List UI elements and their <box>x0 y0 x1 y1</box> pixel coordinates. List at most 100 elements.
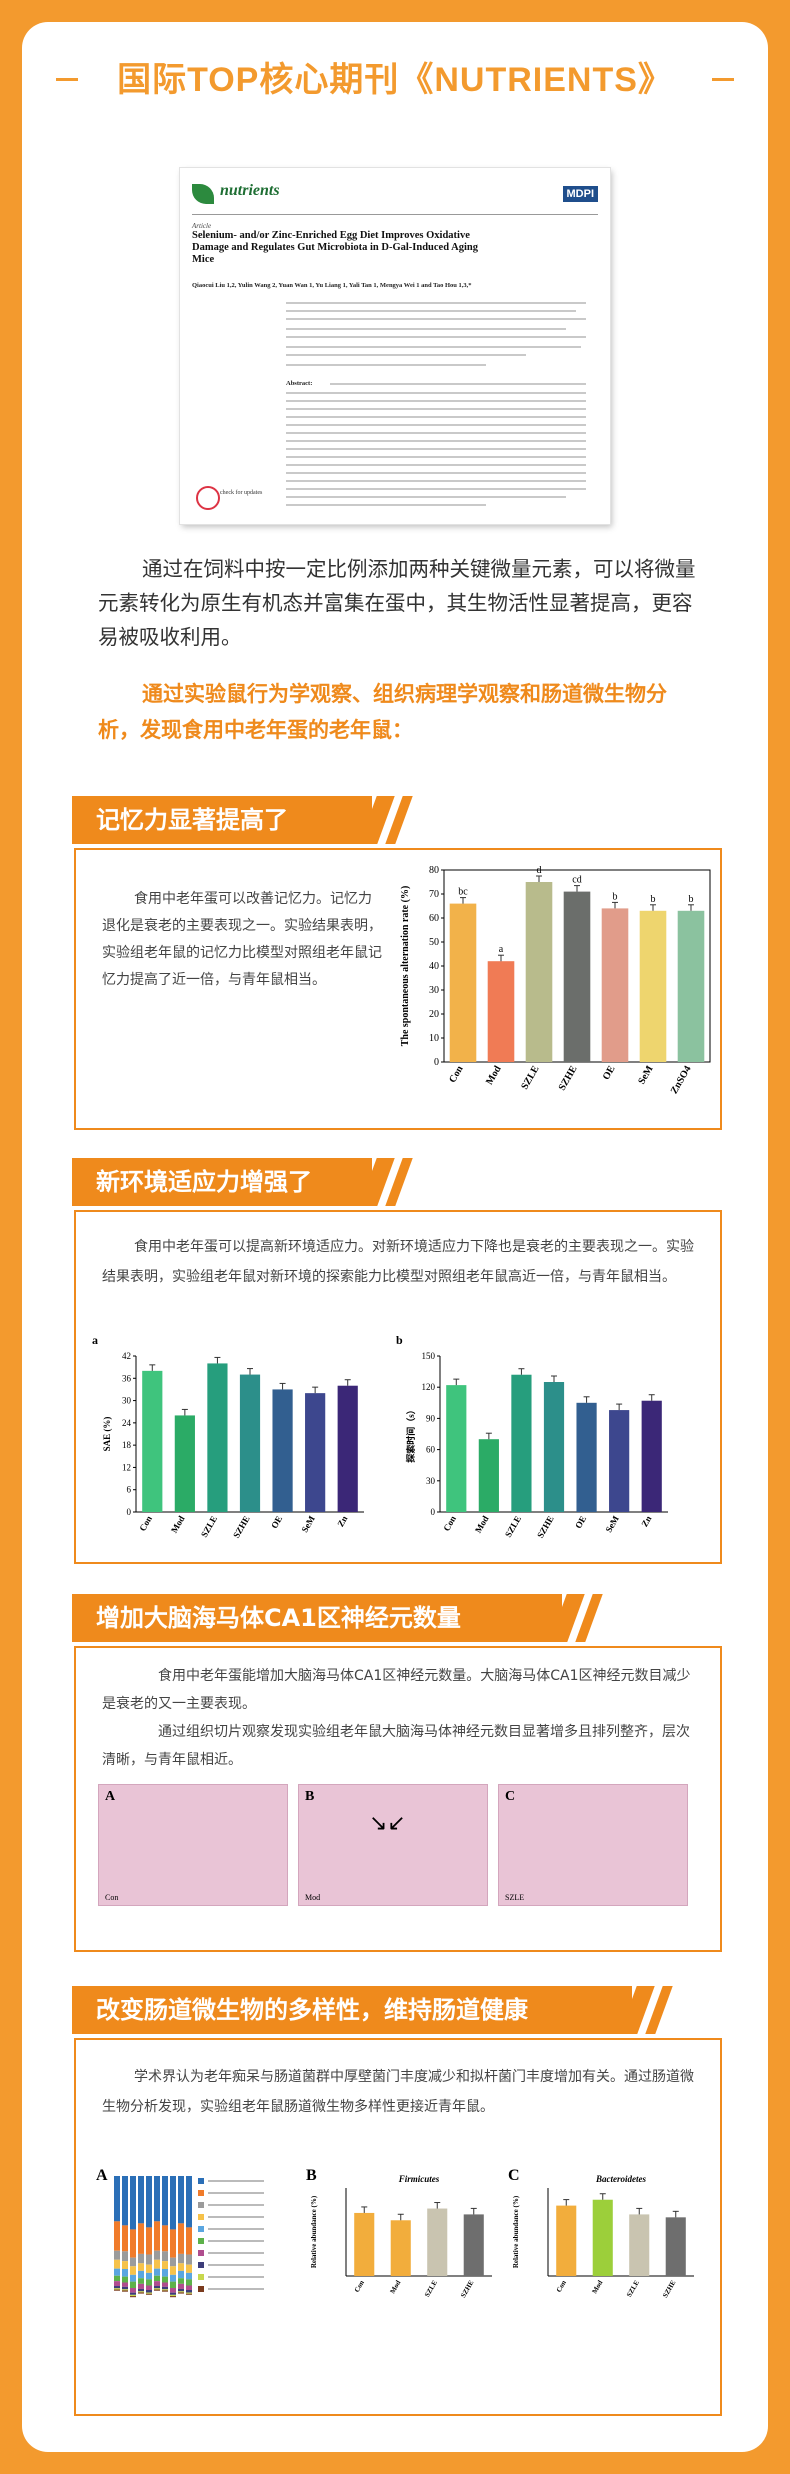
stack-segment <box>154 2289 160 2291</box>
stack-segment <box>170 2281 176 2288</box>
stack-segment <box>178 2278 184 2284</box>
stack-segment <box>170 2266 176 2275</box>
y-axis-label: The spontaneous alternation rate (%) <box>400 886 411 1047</box>
y-tick-label: 6 <box>127 1485 132 1495</box>
y-tick-label: 70 <box>429 889 439 900</box>
bar <box>592 2199 613 2276</box>
x-tick-label: Mod <box>169 1514 187 1535</box>
stack-segment <box>130 2296 136 2298</box>
bar <box>629 2214 650 2276</box>
stack-segment <box>114 2268 120 2276</box>
section-box-adapt: 食用中老年蛋可以提高新环境适应力。对新环境适应力下降也是衰老的主要表现之一。实验… <box>74 1210 722 1564</box>
x-tick-label: SZLE <box>625 2279 641 2299</box>
stack-segment <box>114 2221 120 2251</box>
section-title-neuron: 增加大脑海马体CA1区神经元数量 <box>96 1604 461 1632</box>
stack-segment <box>138 2176 144 2224</box>
section-text-neuron-1: 食用中老年蛋能增加大脑海马体CA1区神经元数量。大脑海马体CA1区神经元数目减少… <box>102 1668 691 1712</box>
histology-panel-mod: B ↘↙ Mod <box>298 1784 488 1906</box>
y-tick-label: 18 <box>122 1440 132 1450</box>
x-tick-label: Con <box>353 2279 366 2294</box>
y-axis-label: Relative abundance (%) <box>512 2195 520 2268</box>
panel-label: a <box>92 1333 98 1347</box>
stack-segment <box>170 2294 176 2297</box>
section-text-adapt: 食用中老年蛋可以提高新环境适应力。对新环境适应力下降也是衰老的主要表现之一。实验… <box>102 1239 694 1285</box>
stack-segment <box>130 2176 136 2230</box>
stack-segment <box>122 2261 128 2269</box>
bacteroidetes-chart: Con Mod SZLE SZHE Relative abundance (%) Bact… <box>508 2167 694 2299</box>
y-tick-label: 120 <box>422 1382 436 1392</box>
bar <box>174 1415 195 1512</box>
x-tick-label: SeM <box>603 1514 621 1535</box>
check-for-updates-label: check for updates <box>220 490 263 496</box>
y-axis-label: Relative abundance (%) <box>310 2195 318 2268</box>
legend-swatch <box>198 2250 204 2256</box>
x-tick-label: OE <box>269 1514 284 1530</box>
stack-segment <box>186 2293 192 2295</box>
stack-segment <box>170 2296 176 2298</box>
chart-title: Bacteroidetes <box>595 2174 646 2184</box>
data-label: cd <box>572 875 581 886</box>
bar <box>563 891 591 1062</box>
legend-swatch <box>198 2286 204 2292</box>
stack-segment <box>146 2285 152 2290</box>
stack-segment <box>154 2259 160 2269</box>
stack-segment <box>122 2282 128 2287</box>
bar <box>677 910 705 1062</box>
x-tick-label: Zn <box>335 1514 349 1529</box>
data-label: d <box>537 865 542 876</box>
stack-segment <box>154 2288 160 2290</box>
stack-segment <box>186 2176 192 2228</box>
panel-label: C <box>508 2167 520 2184</box>
x-tick-label: SZLE <box>423 2279 439 2299</box>
stack-segment <box>186 2254 192 2265</box>
y-tick-label: 0 <box>127 1507 132 1517</box>
x-tick-label: Con <box>441 1514 458 1533</box>
bar <box>609 1410 630 1512</box>
stack-segment <box>186 2292 192 2294</box>
stack-segment <box>178 2283 184 2289</box>
bar <box>601 908 629 1062</box>
stack-segment <box>154 2286 160 2289</box>
x-tick-label: SZHE <box>231 1514 252 1540</box>
stack-segment <box>122 2269 128 2277</box>
y-tick-label: 10 <box>429 1033 439 1044</box>
stack-segment <box>114 2289 120 2291</box>
x-tick-label: SZHE <box>459 2279 475 2299</box>
stack-segment <box>146 2293 152 2295</box>
legend-swatch <box>198 2178 204 2184</box>
bar <box>272 1389 293 1512</box>
bar <box>427 2208 448 2276</box>
stack-segment <box>162 2176 168 2226</box>
stack-segment <box>130 2292 136 2295</box>
x-tick-label: SZHE <box>661 2279 677 2299</box>
panel-label: A <box>96 2167 108 2184</box>
journal-logo-icon <box>192 184 214 204</box>
stack-segment <box>178 2270 184 2279</box>
x-tick-label: SZHE <box>535 1514 556 1540</box>
x-tick-label: SZLE <box>503 1514 523 1539</box>
stack-segment <box>122 2289 128 2291</box>
stack-segment <box>122 2251 128 2262</box>
histology-caption: Mod <box>305 1893 321 1902</box>
stack-segment <box>146 2227 152 2255</box>
stack-segment <box>154 2221 160 2251</box>
article-type: Article <box>192 222 212 230</box>
y-tick-label: 150 <box>422 1351 436 1361</box>
stack-segment <box>170 2176 176 2230</box>
page-title: 国际TOP核心期刊《NUTRIENTS》 <box>78 56 712 104</box>
stack-segment <box>114 2176 120 2222</box>
bar <box>525 882 553 1062</box>
bar <box>576 1402 597 1512</box>
stack-segment <box>122 2225 128 2252</box>
stack-segment <box>114 2281 120 2287</box>
stack-segment <box>138 2223 144 2254</box>
page-title-bar: 国际TOP核心期刊《NUTRIENTS》 <box>56 56 734 106</box>
stacked-abundance-chart: A <box>96 2167 264 2298</box>
stack-segment <box>154 2268 160 2276</box>
stack-segment <box>154 2176 160 2222</box>
bar <box>305 1393 326 1512</box>
stack-segment <box>114 2286 120 2289</box>
y-tick-label: 30 <box>426 1476 436 1486</box>
stack-segment <box>162 2289 168 2291</box>
stack-segment <box>162 2276 168 2283</box>
